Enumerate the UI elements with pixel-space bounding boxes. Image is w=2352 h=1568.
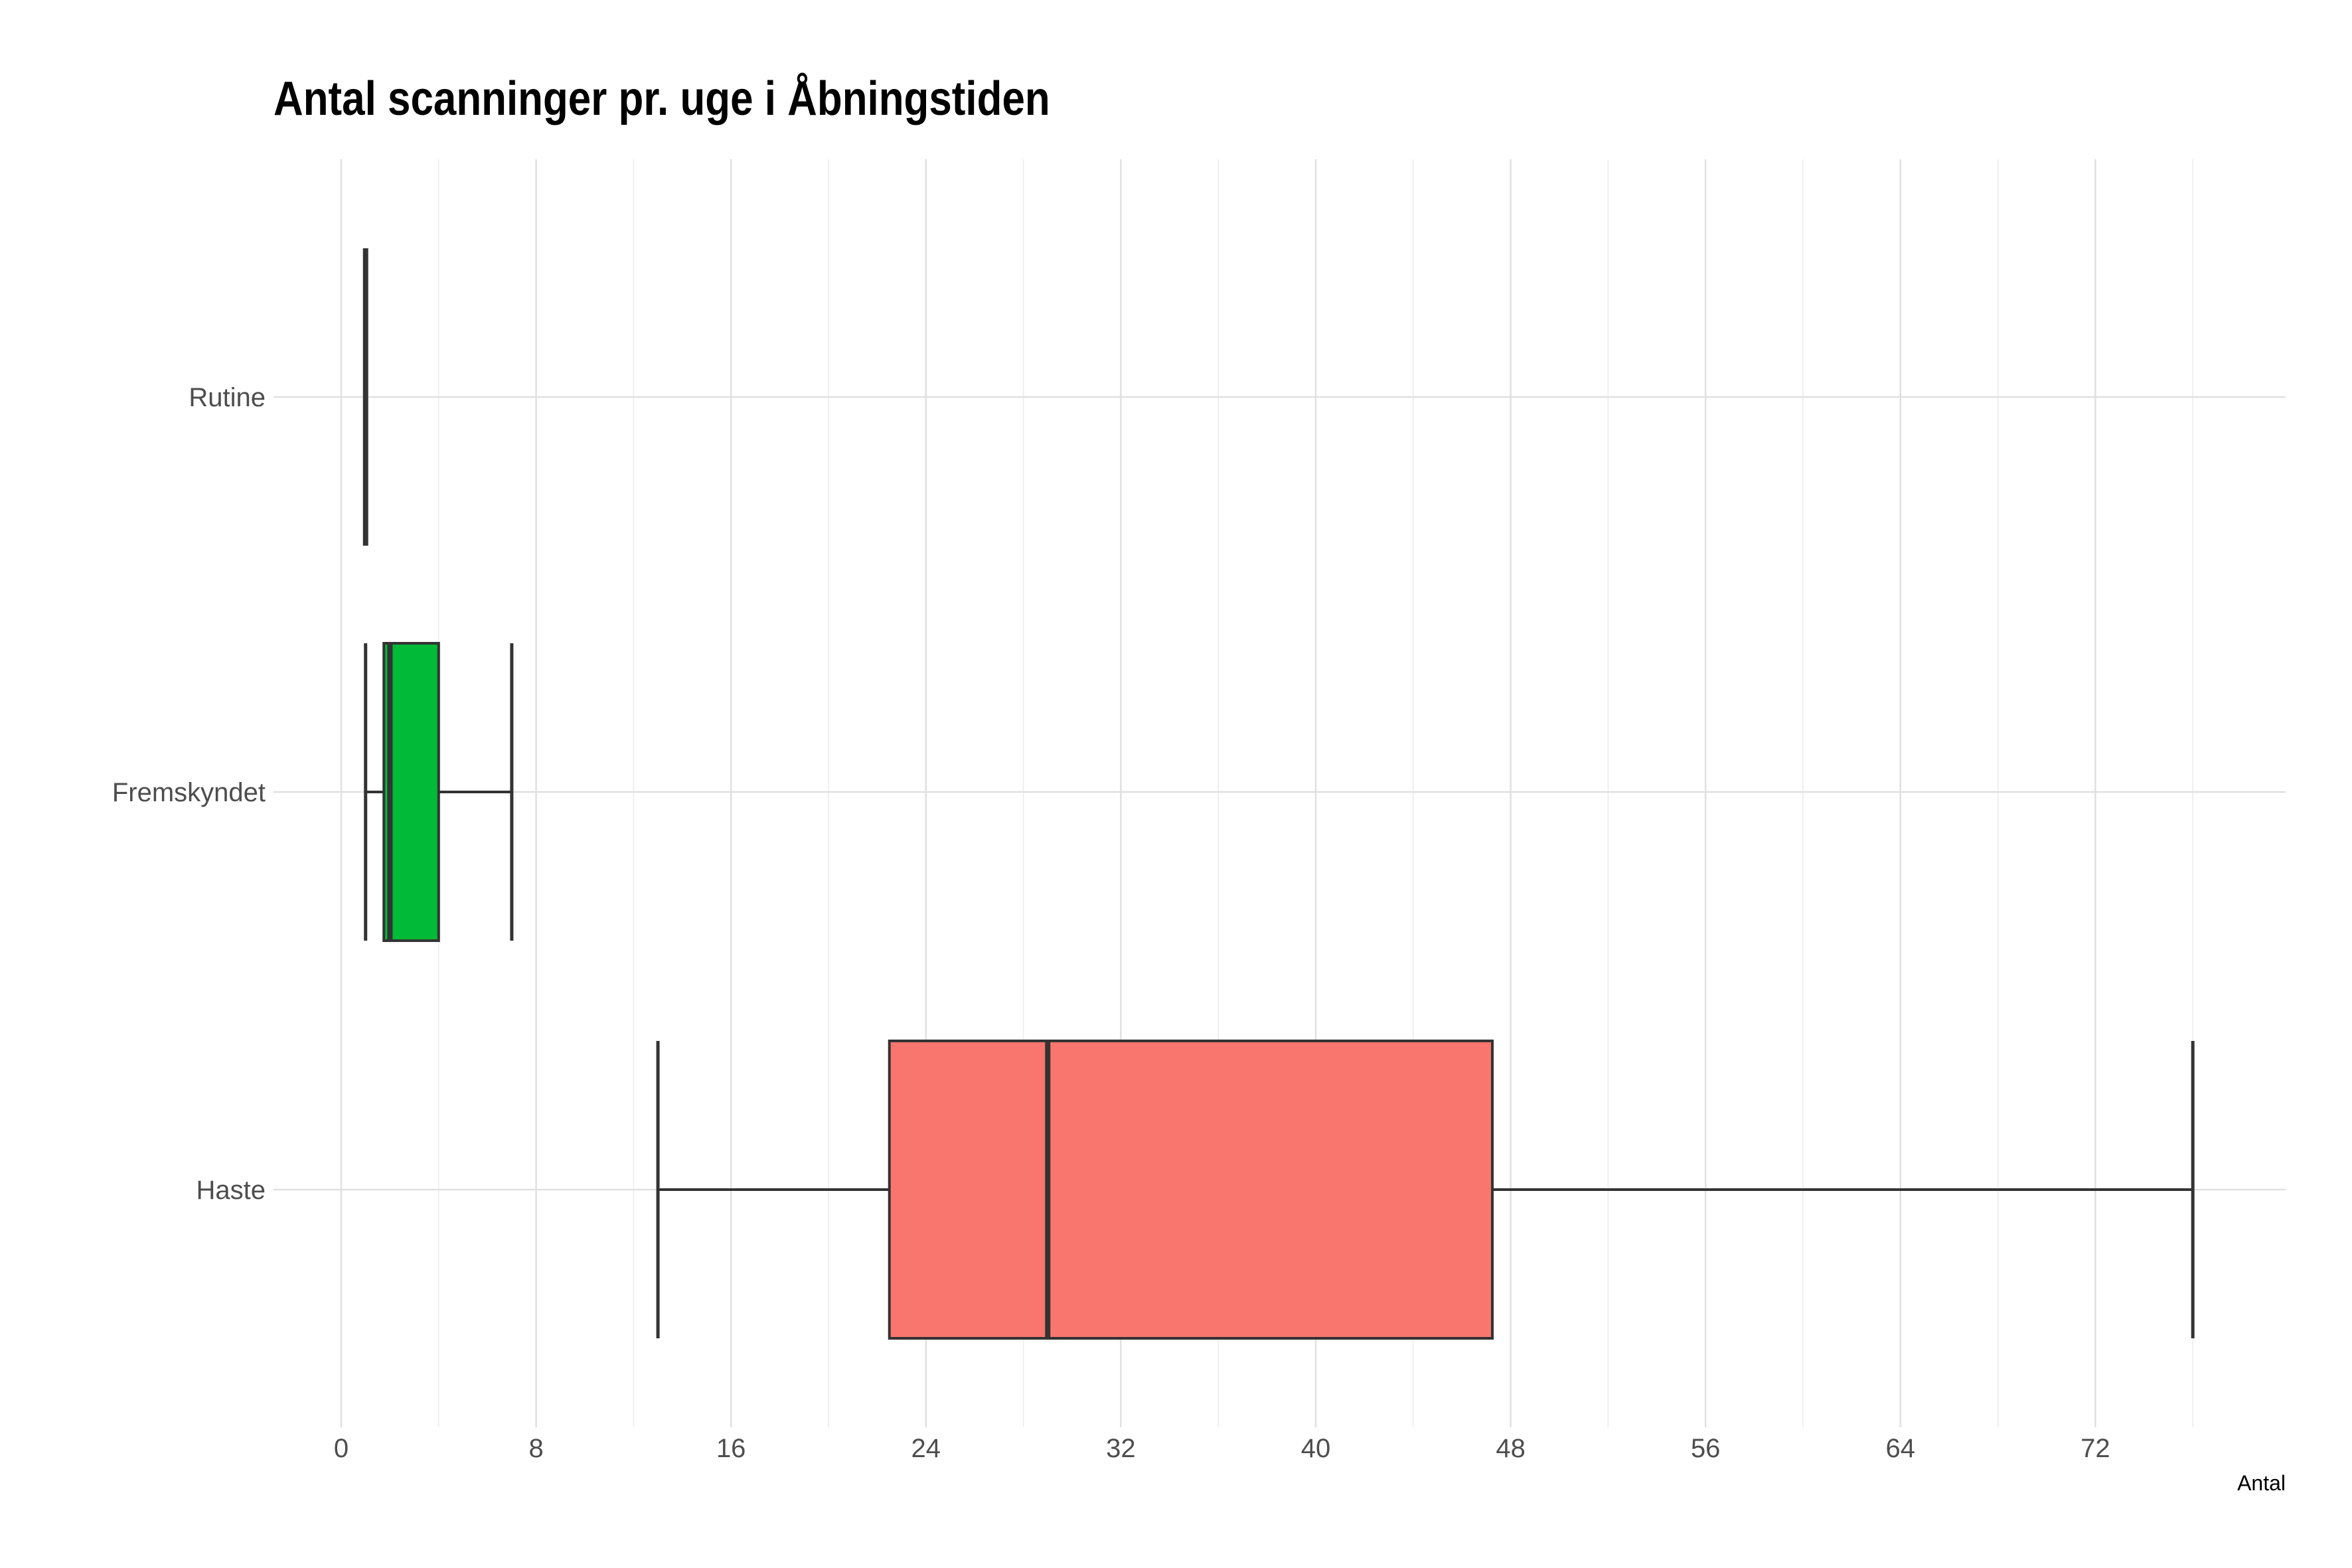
iqr-box bbox=[382, 642, 440, 942]
box-haste bbox=[656, 1040, 2195, 1340]
x-tick-label: 8 bbox=[528, 1434, 543, 1463]
x-tick-label: 32 bbox=[1106, 1434, 1136, 1463]
box-series bbox=[362, 248, 2195, 1340]
grid-lines bbox=[274, 159, 2286, 1427]
x-tick-label: 24 bbox=[911, 1434, 941, 1463]
box-fremskyndet bbox=[364, 642, 514, 942]
x-tick-label: 0 bbox=[334, 1434, 349, 1463]
axis-labels: 0 8 16 24 32 40 48 56 64 72 Rutine Fremskyndet Haste bbox=[112, 383, 2110, 1463]
x-tick-label: 64 bbox=[1886, 1434, 1916, 1463]
x-tick-label: 48 bbox=[1496, 1434, 1526, 1463]
category-label: Fremskyndet bbox=[112, 778, 266, 807]
chart-title: Antal scanninger pr. uge i Åbningstiden bbox=[274, 72, 1050, 125]
x-axis-title: Antal bbox=[2237, 1471, 2286, 1495]
x-tick-label: 40 bbox=[1301, 1434, 1331, 1463]
x-tick-label: 16 bbox=[716, 1434, 746, 1463]
category-label: Haste bbox=[196, 1176, 266, 1205]
x-tick-label: 56 bbox=[1691, 1434, 1721, 1463]
iqr-box bbox=[888, 1040, 1494, 1340]
category-label: Rutine bbox=[189, 383, 266, 412]
x-tick-label: 72 bbox=[2080, 1434, 2110, 1463]
